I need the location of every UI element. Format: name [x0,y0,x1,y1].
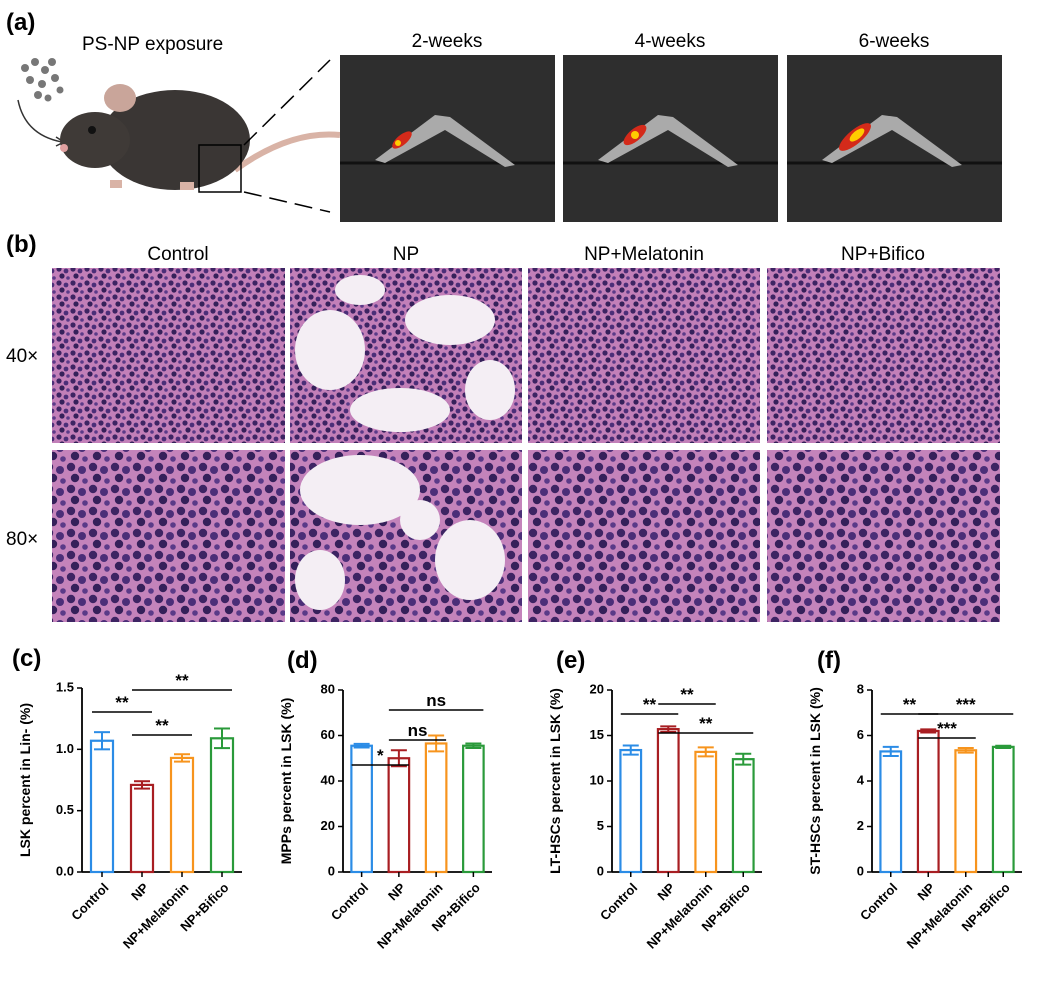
y-tick-label: 0 [857,863,864,878]
x-tick-label: NP [385,880,409,904]
bar [916,729,940,874]
significance-label: ** [680,685,694,704]
panel-label: (e) [556,647,585,674]
x-tick-label: NP [914,880,938,904]
bar [619,748,643,874]
error-bar [465,742,482,750]
error-bar [622,744,639,756]
significance-label: ** [175,671,189,690]
y-tick-label: 80 [321,681,335,696]
y-tick-label: 4 [857,772,865,787]
time-label: 2-weeks [412,31,483,52]
mouse-illustration [17,58,341,213]
bar [424,742,448,874]
x-tick-label: NP+Melatonin [904,880,976,952]
x-tick-label: Control [857,880,900,923]
time-label: 6-weeks [859,31,930,52]
y-tick-label: 60 [321,727,335,742]
column-label: NP [393,244,419,265]
panel-label: (c) [12,645,41,672]
error-bar [214,727,230,750]
x-tick-label: Control [597,880,640,923]
bar [879,750,903,874]
y-tick-label: 8 [857,681,864,696]
significance-label: ** [115,693,129,712]
y-tick-label: 20 [321,818,335,833]
y-tick-label: 1.5 [56,679,74,694]
x-tick-label: NP [654,880,678,904]
y-tick-label: 2 [857,818,864,833]
significance-label: *** [956,695,976,714]
error-bar [94,731,110,751]
row-label: 80× [6,529,38,550]
y-tick-label: 0 [597,863,604,878]
bar [731,758,755,874]
panel-label: (f) [817,647,841,674]
y-tick-label: 0.0 [56,863,74,878]
y-tick-label: 1.0 [56,741,74,756]
y-tick-label: 20 [590,681,604,696]
time-label: 4-weeks [635,31,706,52]
error-bar [134,780,150,790]
bar [656,728,680,874]
y-axis-label: LT-HSCs percent in LSK (%) [547,688,563,874]
x-tick-label: NP+Melatonin [374,880,446,952]
significance-label: * [377,746,384,765]
significance-label: ns [426,691,446,710]
x-tick-label: NP [128,880,152,904]
bar [991,745,1015,874]
error-bar [660,725,677,733]
error-bar [390,749,407,768]
x-tick-label: Control [68,880,111,923]
significance-label: ** [155,716,169,735]
y-tick-label: 0.5 [56,802,74,817]
y-axis-label: MPPs percent in LSK (%) [278,698,294,864]
bar [89,739,115,874]
y-tick-label: 10 [590,772,604,787]
panel-label: (b) [6,231,37,258]
bar [462,744,485,874]
error-bar [174,753,190,763]
x-tick-label: Control [328,880,371,923]
bar [129,783,155,874]
bar [387,757,411,874]
y-tick-label: 0 [328,863,335,878]
column-label: Control [147,244,208,265]
histology-images [52,268,1000,622]
fluorescence-images [340,55,1002,222]
significance-label: *** [937,719,957,738]
panel-label: (a) [6,9,35,36]
error-bar [735,752,752,766]
y-axis-label: ST-HSCs percent in LSK (%) [807,687,823,874]
y-axis-label: LSK percent in Lin- (%) [17,703,33,857]
y-tick-label: 15 [590,727,604,742]
column-label: NP+Melatonin [584,244,704,265]
error-bar [920,728,937,734]
caption: PS-NP exposure [82,34,223,55]
y-tick-label: 5 [597,818,604,833]
y-tick-label: 40 [321,772,335,787]
bar [694,750,718,874]
significance-label: ns [408,721,428,740]
row-label: 40× [6,346,38,367]
error-bar [995,744,1012,750]
bar [169,756,195,874]
significance-label: ** [699,714,713,733]
error-bar [353,742,370,749]
bar [209,737,235,874]
error-bar [428,734,445,753]
significance-label: ** [903,695,917,714]
y-tick-label: 6 [857,727,864,742]
significance-label: ** [643,695,657,714]
error-bar [697,746,714,758]
error-bar [957,747,974,754]
bar [954,749,978,874]
x-tick-label: NP+Melatonin [644,880,716,952]
panel-label: (d) [287,647,318,674]
column-label: NP+Bifico [841,244,925,265]
error-bar [882,745,899,757]
